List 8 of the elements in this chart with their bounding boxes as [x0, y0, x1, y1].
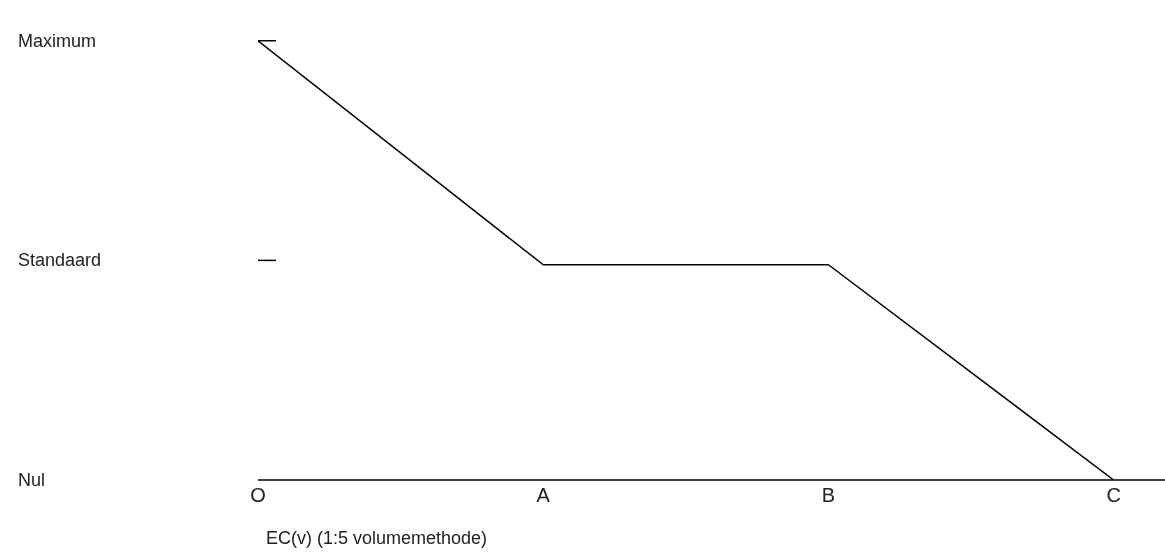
- text: Maximum: [18, 30, 97, 51]
- x-tick-label: A: [536, 484, 551, 507]
- x-axis-title: EC(v) (1:5 volumemethode): [266, 528, 488, 548]
- x-tick-label: O: [250, 484, 266, 507]
- x-tick-label: C: [1106, 484, 1121, 507]
- text: Standaard: [18, 250, 102, 271]
- x-tick-label: B: [821, 484, 836, 507]
- text: Nul: [18, 470, 46, 490]
